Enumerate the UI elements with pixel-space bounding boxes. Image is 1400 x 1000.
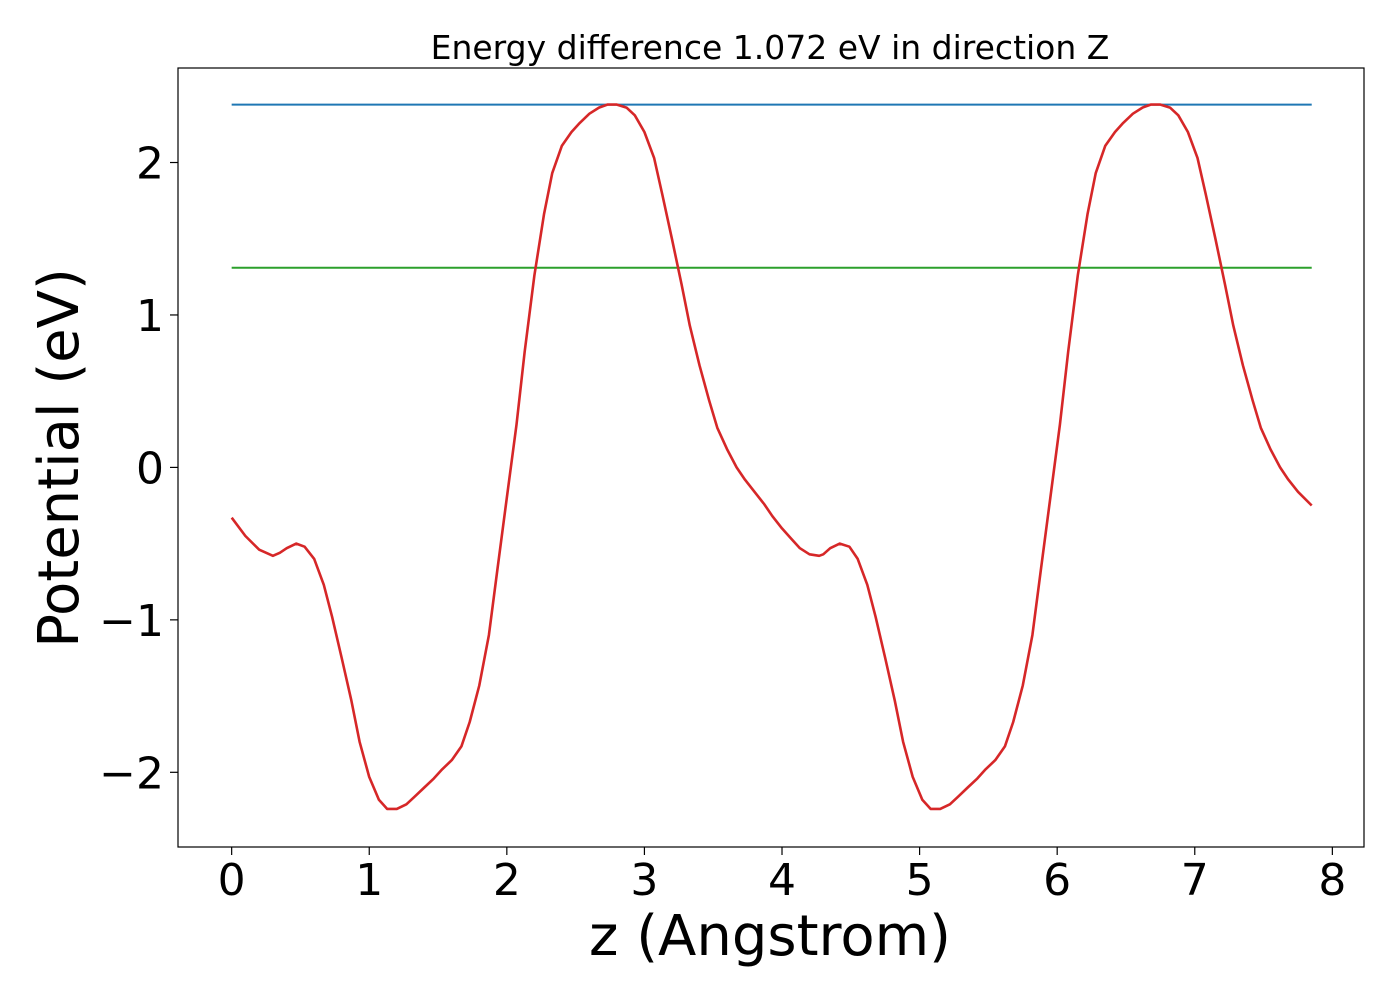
x-tick-label: 3 (630, 855, 658, 906)
series-line-0 (230, 103, 1313, 811)
x-tick-label: 7 (1181, 855, 1209, 906)
y-tick-label: 2 (136, 139, 164, 190)
x-tick-label: 2 (493, 855, 521, 906)
y-tick-label: 1 (136, 291, 164, 342)
x-axis: 0 1 2 3 4 5 6 7 8 (218, 847, 1346, 906)
y-axis: −2 −1 0 1 2 (99, 139, 178, 799)
x-tick-label: 0 (218, 855, 246, 906)
y-tick-label: −1 (99, 596, 164, 647)
chart-title: Energy difference 1.072 eV in direction … (431, 28, 1110, 67)
x-tick-label: 8 (1318, 855, 1346, 906)
y-axis-label: Potential (eV) (27, 268, 92, 648)
y-tick-label: 0 (136, 443, 164, 494)
x-tick-label: 1 (355, 855, 383, 906)
x-tick-label: 6 (1043, 855, 1071, 906)
x-tick-label: 5 (906, 855, 934, 906)
plot-area (230, 103, 1313, 811)
x-axis-label: z (Angstrom) (589, 904, 951, 969)
axes-frame (177, 67, 1365, 848)
x-tick-label: 4 (768, 855, 796, 906)
y-tick-label: −2 (99, 748, 164, 799)
